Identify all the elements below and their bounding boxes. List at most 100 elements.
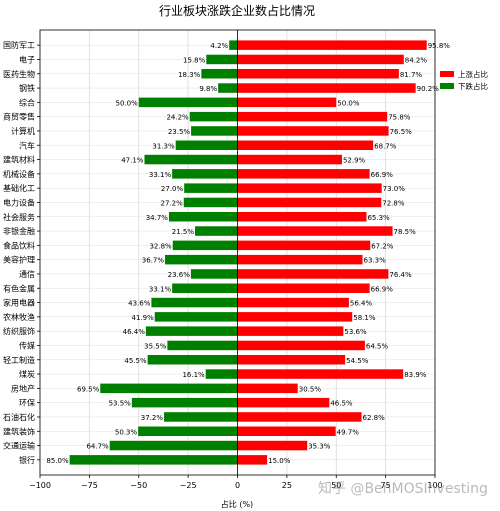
y-tick-label: 传媒 (19, 340, 35, 350)
data-label-up: 78.5% (394, 228, 417, 236)
y-tick-label: 美容护理 (3, 255, 35, 265)
x-tick-label: 100 (427, 481, 442, 490)
y-tick-label: 钢铁 (19, 83, 35, 93)
bar-down (184, 183, 238, 193)
x-tick-label: −100 (29, 481, 51, 490)
bar-up (237, 254, 363, 265)
bar-down (205, 369, 238, 379)
legend-label: 下跌占比 (458, 81, 488, 91)
data-label-down: 33.1% (149, 285, 172, 293)
data-label-up: 49.7% (337, 428, 360, 436)
bar-down (175, 140, 238, 150)
y-tick-label: 纺织服饰 (3, 326, 35, 336)
data-label-down: 34.7% (146, 214, 169, 222)
y-tick-label: 建筑材料 (3, 155, 35, 165)
data-label-up: 65.3% (367, 214, 390, 222)
bar-up (237, 54, 404, 65)
y-tick-label: 电力设备 (3, 197, 35, 207)
bar-up (237, 226, 393, 236)
data-label-up: 84.2% (405, 56, 428, 64)
y-tick-label: 医药生物 (3, 69, 35, 79)
data-label-down: 21.5% (172, 228, 195, 236)
y-tick-label: 商贸零售 (3, 112, 35, 122)
data-label-up: 46.5% (330, 400, 353, 408)
bar-down (190, 269, 238, 279)
y-tick-label: 计算机 (11, 126, 35, 136)
bar-down (172, 240, 238, 251)
x-tick-label: 50 (331, 481, 341, 490)
x-tick-label: 25 (282, 481, 292, 490)
y-tick-label: 非银金融 (3, 226, 35, 236)
y-tick-label: 基础化工 (3, 183, 35, 193)
bar-up (237, 197, 382, 208)
data-label-up: 75.8% (388, 114, 411, 122)
bar-down (145, 326, 238, 336)
bar-down (109, 440, 238, 451)
bar-down (144, 154, 238, 165)
legend-swatch (440, 83, 454, 89)
bar-up (237, 383, 298, 394)
bar-up (237, 140, 374, 150)
bar-up (237, 111, 388, 122)
y-tick-label: 机械设备 (3, 169, 35, 179)
y-tick-label: 环保 (19, 398, 35, 408)
data-label-down: 33.1% (149, 171, 172, 179)
data-label-down: 27.0% (161, 185, 184, 193)
data-label-up: 30.5% (299, 385, 322, 393)
bar-up (237, 40, 427, 50)
bar-down (183, 197, 238, 208)
bar-down (151, 297, 238, 308)
bar-up (237, 297, 349, 308)
chart-title: 行业板块涨跌企业数占比情况 (159, 3, 315, 18)
data-label-down: 85.0% (46, 457, 69, 465)
data-label-down: 16.1% (182, 371, 205, 379)
bar-up (237, 397, 330, 408)
y-tick-label: 家用电器 (3, 298, 35, 308)
data-label-up: 67.2% (371, 242, 394, 250)
bar-up (237, 169, 370, 179)
watermark: 知乎 @BenMOSInvesting (318, 481, 488, 497)
y-tick-label: 国防军工 (3, 40, 35, 50)
data-label-down: 4.2% (210, 42, 228, 50)
data-label-up: 66.9% (371, 171, 394, 179)
data-label-down: 50.3% (115, 428, 138, 436)
data-label-down: 37.2% (141, 414, 164, 422)
y-tick-label: 汽车 (19, 140, 35, 150)
bar-down (172, 283, 238, 293)
y-tick-label: 综合 (19, 97, 35, 107)
bar-down (69, 455, 238, 465)
x-axis: −100 −75 −50 −25 0 25 50 75 100 (29, 29, 443, 490)
y-tick-label: 食品饮料 (3, 240, 35, 250)
bar-up (237, 412, 362, 422)
bar-down (229, 40, 238, 50)
data-label-down: 23.5% (168, 128, 191, 136)
bar-down (218, 83, 238, 93)
x-tick-label: 75 (381, 481, 391, 490)
bar-down (195, 226, 238, 236)
bar-up (237, 126, 389, 136)
x-tick-label: −50 (130, 481, 147, 490)
y-tick-label: 农林牧渔 (3, 312, 35, 322)
data-label-up: 76.4% (389, 271, 412, 279)
data-label-up: 56.4% (350, 300, 373, 308)
bar-up (237, 212, 367, 222)
bar-up (237, 183, 382, 193)
data-label-down: 27.2% (161, 199, 184, 207)
bar-up (237, 426, 336, 436)
data-label-up: 72.8% (382, 199, 405, 207)
y-axis: 国防军工电子医药生物钢铁综合商贸零售计算机汽车建筑材料机械设备基础化工电力设备社… (3, 40, 40, 465)
bar-down (191, 126, 238, 136)
bar-down (172, 169, 238, 179)
data-label-up: 90.2% (417, 85, 440, 93)
bar-up (237, 340, 365, 351)
x-axis-label: 占比 (%) (221, 499, 253, 509)
x-tick-label: 0 (235, 481, 240, 490)
y-tick-label: 房地产 (11, 383, 35, 393)
bar-down (164, 412, 238, 422)
data-label-up: 15.0% (268, 457, 291, 465)
bar-up (237, 355, 346, 365)
bar-up (237, 312, 353, 322)
bar-down (206, 54, 238, 65)
